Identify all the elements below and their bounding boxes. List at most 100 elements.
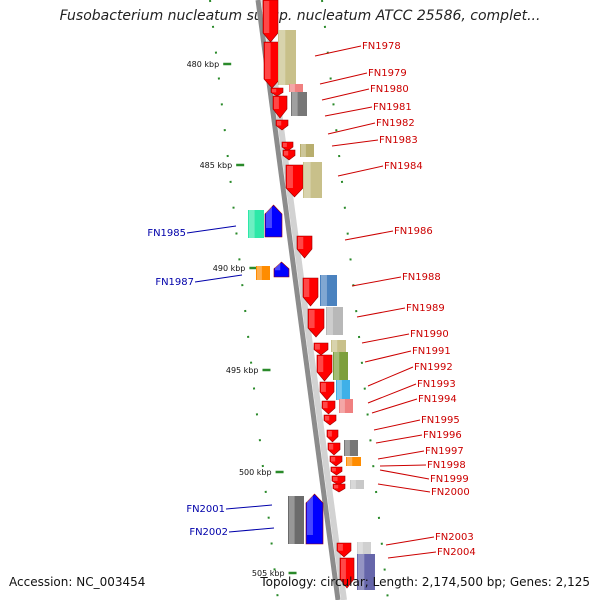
gene-label-fn2000: FN2000 bbox=[431, 487, 470, 498]
label-leader-line bbox=[361, 333, 410, 344]
gene-feature-block bbox=[289, 84, 303, 92]
forward-gene-arrow bbox=[321, 400, 336, 415]
forward-gene-arrow bbox=[326, 429, 339, 443]
gene-feature-block-shine bbox=[304, 162, 311, 198]
map-title: Fusobacterium nucleatum subsp. nucleatum… bbox=[59, 8, 541, 24]
forward-gene-arrow bbox=[336, 542, 352, 558]
gene-feature-block bbox=[346, 457, 361, 466]
gene-feature-block-shine bbox=[289, 496, 295, 544]
forward-gene-arrow bbox=[270, 87, 284, 97]
forward-gene-arrow bbox=[327, 442, 341, 456]
gene-feature-block-shine bbox=[351, 480, 356, 489]
forward-gene-arrow-shine bbox=[304, 279, 310, 297]
gene-feature-block-shine bbox=[279, 30, 286, 85]
gene-label-fn1984: FN1984 bbox=[384, 161, 423, 172]
gene-feature-block-shine bbox=[347, 457, 353, 466]
label-leader-line bbox=[385, 536, 435, 546]
gene-feature-block bbox=[303, 162, 322, 198]
gene-label-fn1998: FN1998 bbox=[427, 460, 466, 471]
gene-feature-block bbox=[333, 352, 348, 380]
gene-feature-block-shine bbox=[292, 92, 298, 116]
gene-label-fn2004: FN2004 bbox=[437, 547, 476, 558]
forward-gene-arrow bbox=[339, 557, 355, 589]
forward-gene-arrow-shine bbox=[334, 485, 339, 489]
label-leader-line bbox=[331, 139, 379, 147]
gene-feature-block-shine bbox=[249, 210, 255, 238]
label-leader-line bbox=[377, 450, 425, 460]
forward-gene-arrow-shine bbox=[325, 416, 330, 421]
forward-gene-arrow-shine bbox=[321, 383, 326, 392]
gene-feature-block-shine bbox=[332, 340, 338, 352]
label-leader-line bbox=[314, 45, 362, 57]
label-leader-line bbox=[327, 122, 376, 135]
label-leader-line bbox=[373, 419, 421, 431]
gene-label-fn1987: FN1987 bbox=[155, 277, 194, 288]
gene-label-fn1999: FN1999 bbox=[430, 474, 469, 485]
label-leader-line bbox=[356, 307, 406, 318]
gene-feature-block-shine bbox=[358, 542, 363, 554]
gene-feature-block bbox=[331, 340, 346, 352]
label-leader-line bbox=[225, 504, 273, 510]
forward-gene-arrow bbox=[302, 277, 319, 307]
label-leader-line bbox=[337, 165, 384, 177]
label-leader-line bbox=[228, 527, 275, 533]
kbp-label: 495 kbp bbox=[226, 366, 259, 375]
gene-label-fn1979: FN1979 bbox=[368, 68, 407, 79]
forward-gene-arrow bbox=[263, 41, 281, 89]
gene-features bbox=[248, 0, 375, 590]
gene-label-fn1997: FN1997 bbox=[425, 446, 464, 457]
gene-feature-block-shine bbox=[301, 144, 306, 157]
forward-gene-arrow bbox=[285, 164, 304, 198]
kbp-label: 505 kbp bbox=[252, 569, 285, 578]
gene-label-fn2003: FN2003 bbox=[435, 532, 474, 543]
gene-feature-block bbox=[320, 275, 337, 306]
kbp-label: 490 kbp bbox=[213, 264, 246, 273]
forward-gene-arrow-shine bbox=[328, 431, 332, 437]
gene-label-fn1985: FN1985 bbox=[147, 228, 186, 239]
forward-gene-arrow bbox=[281, 141, 294, 152]
gene-label-fn1993: FN1993 bbox=[417, 379, 456, 390]
forward-gene-arrow-shine bbox=[287, 166, 293, 188]
gene-feature-block-shine bbox=[334, 352, 340, 380]
gene-feature-block-shine bbox=[337, 380, 342, 400]
forward-gene-arrow-shine bbox=[274, 97, 279, 109]
reverse-gene-arrow-shine bbox=[275, 263, 281, 271]
gene-label-fn2002: FN2002 bbox=[189, 527, 228, 538]
gene-label-fn1994: FN1994 bbox=[418, 394, 457, 405]
gene-label-fn1989: FN1989 bbox=[406, 303, 445, 314]
forward-gene-arrow-shine bbox=[329, 444, 334, 450]
topology-summary: Topology: circular; Length: 2,174,500 bp… bbox=[260, 575, 590, 589]
label-leader-line bbox=[379, 464, 427, 467]
forward-gene-arrow-shine bbox=[283, 143, 287, 147]
forward-gene-arrow bbox=[331, 475, 346, 486]
gene-feature-block-shine bbox=[321, 275, 327, 306]
label-leader-line bbox=[324, 106, 373, 117]
label-leader-line bbox=[367, 383, 417, 404]
gene-label-fn1983: FN1983 bbox=[379, 135, 418, 146]
gene-feature-block bbox=[256, 266, 270, 280]
reverse-gene-arrow bbox=[305, 493, 324, 545]
gene-feature-block bbox=[344, 440, 358, 456]
backbone-line bbox=[255, 0, 341, 600]
gene-labels: FN1978 FN1979 FN1980 FN1981 FN1982 FN1983 FN19… bbox=[147, 41, 476, 559]
label-leader-line bbox=[319, 72, 368, 85]
forward-gene-arrow bbox=[330, 466, 343, 476]
forward-gene-arrow-shine bbox=[333, 477, 338, 481]
gene-feature-block-shine bbox=[257, 266, 262, 280]
kbp-label: 500 kbp bbox=[239, 468, 272, 477]
forward-gene-arrow-shine bbox=[277, 121, 282, 126]
gene-feature-block-shine bbox=[340, 399, 345, 413]
label-leader-line bbox=[387, 551, 437, 559]
forward-gene-arrow bbox=[332, 483, 346, 493]
gene-label-fn1992: FN1992 bbox=[414, 362, 453, 373]
label-leader-line bbox=[344, 230, 394, 241]
gene-feature-block bbox=[350, 480, 364, 489]
forward-gene-arrow bbox=[313, 342, 329, 356]
forward-gene-arrow-shine bbox=[265, 43, 271, 79]
gene-label-fn1996: FN1996 bbox=[423, 430, 462, 441]
forward-gene-arrow-shine bbox=[332, 468, 336, 472]
forward-gene-arrow-shine bbox=[272, 89, 277, 93]
gene-label-fn1995: FN1995 bbox=[421, 415, 460, 426]
gene-feature-block bbox=[336, 380, 350, 400]
